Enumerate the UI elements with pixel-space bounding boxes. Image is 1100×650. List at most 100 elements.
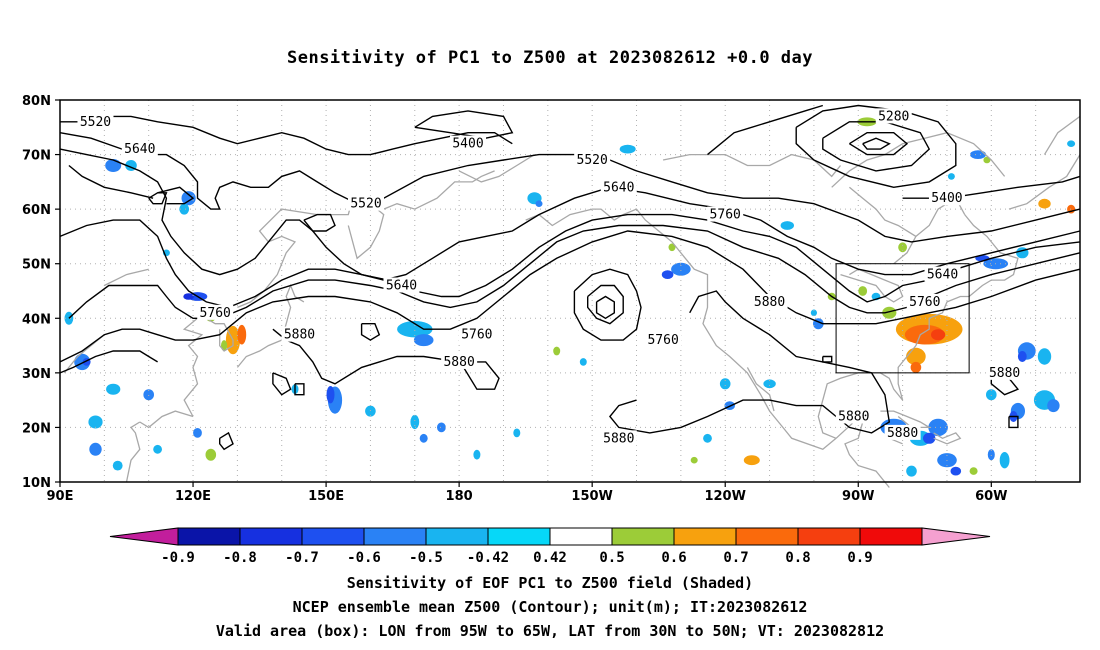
sensitivity-patch	[88, 415, 103, 429]
z500-contour-line	[272, 372, 292, 396]
z500-contour-line	[822, 355, 833, 363]
sensitivity-patch	[1017, 351, 1027, 362]
z500-contour-line	[59, 350, 158, 374]
contour-label-bg	[928, 190, 965, 206]
contour-label-bg	[884, 424, 921, 440]
colorbar-segment	[363, 527, 427, 546]
sensitivity-patch	[1047, 399, 1060, 413]
sensitivity-patch	[970, 150, 986, 160]
z500-contour-line	[595, 295, 615, 320]
lat-label: 70N	[22, 149, 51, 164]
lon-label: 150E	[308, 489, 344, 504]
lat-label: 10N	[22, 476, 51, 491]
contour-label: 5640	[124, 142, 155, 157]
sensitivity-patch	[419, 433, 428, 443]
lon-label: 60W	[975, 489, 1007, 504]
contour-label: 5640	[386, 279, 417, 294]
coastline	[525, 208, 837, 451]
contour-label-bg	[645, 332, 682, 348]
colorbar-tick-label: 0.8	[785, 550, 810, 566]
lon-label: 150W	[571, 489, 612, 504]
coastline	[724, 153, 842, 178]
contour-label-bg	[707, 206, 744, 222]
coastline	[840, 268, 904, 303]
z500-contour-line	[360, 323, 381, 341]
contour-label: 5400	[452, 137, 483, 152]
sensitivity-patch	[904, 324, 945, 345]
z500-contour-line	[59, 132, 1081, 243]
coastlines	[63, 115, 1081, 488]
colorbar-segment	[797, 527, 861, 546]
colorbar-tick-label: 0.5	[599, 550, 624, 566]
z500-contour-line	[822, 121, 931, 172]
contour-label-bg	[600, 179, 637, 195]
coastline	[746, 367, 775, 412]
contour-label: 5880	[443, 355, 474, 370]
sensitivity-patch	[987, 449, 995, 461]
contour-label-bg	[875, 108, 912, 124]
lat-label: 50N	[22, 258, 51, 273]
z500-contour-line	[1008, 415, 1019, 429]
z500-contour-line	[303, 213, 336, 232]
z500-contour-line	[68, 224, 1081, 319]
sensitivity-patch	[923, 432, 936, 444]
colorbar-tick-label: -0.42	[467, 550, 509, 566]
coastline	[817, 399, 837, 439]
sensitivity-patch	[365, 405, 376, 417]
sensitivity-patch	[661, 270, 674, 279]
sensitivity-patch	[193, 428, 202, 438]
contour-labels: 5520 5640 5400 5520 5640 5520 5640 5760 5280 5400…	[77, 108, 1023, 446]
sensitivity-patch	[437, 422, 446, 433]
contour-label: 5520	[80, 115, 111, 130]
contour-label-bg	[458, 326, 495, 342]
sensitivity-patch	[619, 144, 636, 154]
caption-valid-area: Valid area (box): LON from 95W to 65W, L…	[215, 622, 885, 640]
colorbar-segment	[301, 527, 365, 546]
sensitivity-patch	[105, 159, 122, 172]
colorbar-tick-label: -0.7	[285, 550, 319, 566]
contour-label-bg	[383, 277, 420, 293]
sensitivity-patch	[928, 418, 948, 437]
contour-label: 5880	[754, 295, 785, 310]
contour-label: 5880	[284, 328, 315, 343]
lat-label: 20N	[22, 421, 51, 436]
sensitivity-patch	[882, 306, 897, 319]
sensitivity-patch	[326, 386, 335, 404]
contour-label-bg	[906, 293, 943, 309]
z500-contour-line	[157, 186, 195, 205]
coastline	[835, 421, 890, 488]
z500-contour-line	[587, 284, 624, 325]
colorbar-tick-label: 0.9	[847, 550, 872, 566]
sensitivity-patch	[910, 361, 922, 373]
contour-label-bg	[348, 195, 384, 211]
contour-label-bg	[281, 326, 318, 342]
sensitivity-patch	[397, 321, 433, 338]
contour-label: 5880	[603, 431, 634, 446]
sensitivity-patch	[535, 200, 543, 207]
colorbar-tick-label: -0.6	[347, 550, 381, 566]
lat-label: 30N	[22, 367, 51, 382]
z500-contour-line	[219, 431, 234, 451]
sensitivity-patch	[112, 460, 123, 471]
sensitivity-shading	[64, 117, 1076, 477]
contour-label-bg	[600, 430, 637, 446]
contour-label-bg	[450, 135, 486, 151]
contour-label: 5760	[909, 295, 940, 310]
sensitivity-patch	[947, 173, 955, 180]
colorbar-segment	[611, 527, 675, 546]
contour-label: 5760	[647, 333, 678, 348]
coastline	[822, 214, 1019, 401]
sensitivity-patch	[986, 389, 997, 401]
lon-label: 90E	[47, 489, 74, 504]
sensitivity-patch	[410, 414, 420, 430]
lat-label: 80N	[22, 94, 51, 109]
contour-label: 5640	[603, 180, 634, 195]
sensitivity-patch	[413, 334, 434, 347]
sensitivity-patch	[74, 353, 91, 371]
sensitivity-patch	[999, 452, 1010, 469]
map-frame	[59, 99, 1081, 483]
sensitivity-patch	[906, 465, 917, 477]
sensitivity-patch	[473, 449, 481, 460]
sensitivity-patch	[743, 455, 760, 466]
